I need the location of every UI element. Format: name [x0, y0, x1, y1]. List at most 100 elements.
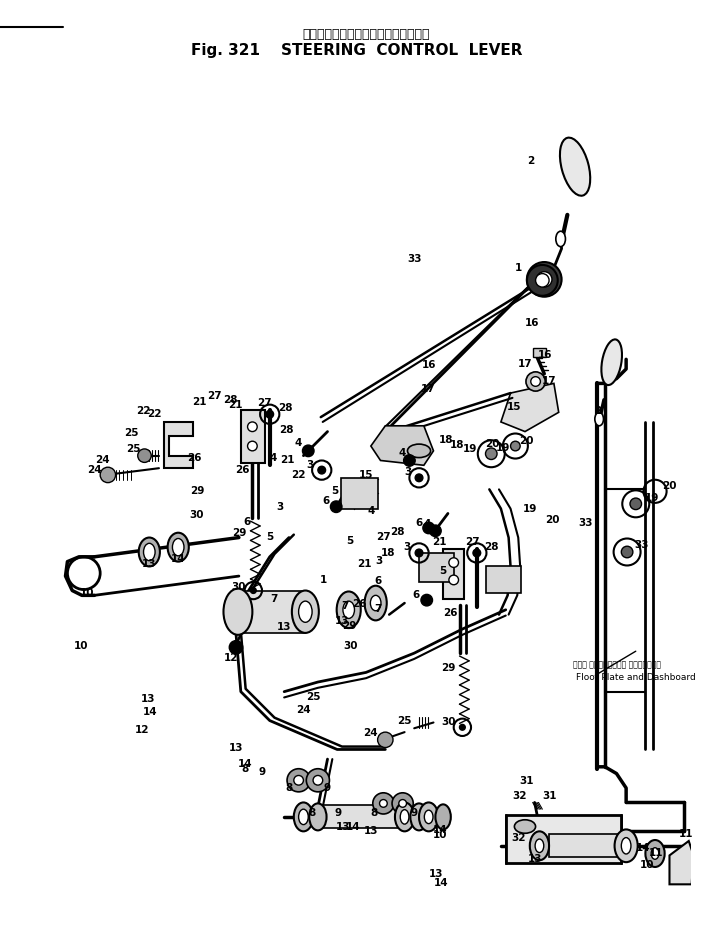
- Text: 4: 4: [367, 506, 374, 517]
- Bar: [238, 590, 305, 633]
- Text: 27: 27: [206, 391, 222, 400]
- Text: 22: 22: [291, 470, 306, 480]
- Ellipse shape: [407, 444, 431, 458]
- Text: 31: 31: [519, 776, 533, 786]
- Text: 29: 29: [441, 662, 455, 673]
- Bar: [419, 553, 454, 582]
- Circle shape: [429, 525, 441, 536]
- Text: 13: 13: [528, 854, 542, 865]
- Ellipse shape: [435, 804, 451, 830]
- Ellipse shape: [556, 231, 566, 247]
- Circle shape: [287, 769, 310, 792]
- Text: Fig. 321    STEERING  CONTROL  LEVER: Fig. 321 STEERING CONTROL LEVER: [191, 43, 522, 58]
- Ellipse shape: [530, 832, 549, 860]
- Ellipse shape: [400, 810, 409, 824]
- Bar: [241, 411, 265, 464]
- Ellipse shape: [224, 588, 252, 635]
- Ellipse shape: [172, 538, 184, 556]
- Text: 29: 29: [342, 622, 356, 631]
- Text: 25: 25: [397, 715, 412, 726]
- Circle shape: [373, 793, 394, 814]
- Ellipse shape: [410, 803, 428, 831]
- Text: 20: 20: [518, 436, 533, 447]
- Ellipse shape: [614, 830, 637, 862]
- Text: 19: 19: [495, 443, 510, 453]
- Text: 28: 28: [223, 395, 237, 405]
- Circle shape: [460, 725, 465, 730]
- Circle shape: [303, 445, 314, 457]
- Text: 9: 9: [411, 808, 418, 818]
- Ellipse shape: [371, 595, 381, 611]
- Circle shape: [423, 522, 435, 534]
- Ellipse shape: [419, 802, 438, 832]
- Ellipse shape: [294, 802, 313, 832]
- Text: 13: 13: [335, 617, 349, 626]
- Circle shape: [526, 372, 545, 391]
- Bar: [318, 805, 404, 829]
- Text: 21: 21: [228, 399, 242, 410]
- Ellipse shape: [535, 839, 543, 852]
- Text: 5: 5: [331, 486, 339, 497]
- Text: 18: 18: [439, 435, 453, 446]
- Text: 17: 17: [518, 359, 532, 369]
- Ellipse shape: [168, 533, 189, 562]
- Circle shape: [378, 732, 393, 747]
- Text: 26: 26: [352, 599, 366, 609]
- Text: 30: 30: [189, 510, 204, 520]
- Circle shape: [306, 769, 329, 792]
- Ellipse shape: [395, 802, 414, 832]
- Text: 4: 4: [398, 447, 405, 458]
- Text: 16: 16: [524, 318, 539, 327]
- Ellipse shape: [298, 809, 308, 825]
- Text: 14: 14: [434, 878, 449, 888]
- Text: 13: 13: [142, 558, 156, 569]
- Circle shape: [630, 498, 642, 510]
- Text: 11: 11: [649, 848, 663, 858]
- Circle shape: [536, 272, 552, 287]
- Circle shape: [294, 776, 303, 785]
- Circle shape: [473, 549, 480, 557]
- Text: 28: 28: [390, 527, 404, 537]
- Text: 26: 26: [188, 453, 202, 464]
- Circle shape: [247, 441, 257, 451]
- Text: 7: 7: [374, 604, 381, 614]
- Text: 13: 13: [336, 821, 351, 832]
- Bar: [533, 348, 546, 358]
- Circle shape: [485, 448, 497, 460]
- Circle shape: [138, 449, 151, 463]
- Text: ステアリング　コントロール　レバー: ステアリング コントロール レバー: [303, 28, 429, 42]
- Text: 13: 13: [141, 694, 156, 704]
- Text: 26: 26: [444, 607, 458, 618]
- Ellipse shape: [143, 543, 155, 561]
- Ellipse shape: [560, 137, 590, 196]
- Ellipse shape: [622, 837, 631, 854]
- Text: Floor Plate and Dashboard: Floor Plate and Dashboard: [576, 673, 695, 682]
- Text: 30: 30: [442, 717, 456, 727]
- Text: 27: 27: [257, 397, 272, 408]
- Circle shape: [331, 501, 342, 513]
- Text: 13: 13: [364, 827, 378, 836]
- Text: 3: 3: [276, 501, 283, 512]
- Circle shape: [527, 265, 558, 296]
- Bar: [341, 478, 378, 509]
- Text: 8: 8: [370, 808, 377, 818]
- Bar: [443, 549, 465, 599]
- Circle shape: [622, 546, 633, 558]
- Text: 15: 15: [507, 402, 522, 412]
- Text: 20: 20: [485, 439, 500, 448]
- Text: 17: 17: [421, 384, 435, 394]
- Circle shape: [449, 558, 459, 568]
- Text: 8: 8: [242, 764, 249, 774]
- Text: 19: 19: [523, 504, 538, 515]
- Circle shape: [318, 466, 326, 474]
- Text: 14: 14: [171, 553, 186, 564]
- Text: フロア プレート　および ダッシュボード: フロア プレート および ダッシュボード: [573, 660, 661, 669]
- Text: 26: 26: [235, 465, 250, 475]
- Ellipse shape: [424, 810, 433, 824]
- Text: 4: 4: [295, 438, 303, 448]
- Circle shape: [527, 262, 561, 297]
- Text: 25: 25: [125, 444, 141, 454]
- Text: 6: 6: [412, 590, 419, 601]
- Text: 30: 30: [232, 582, 246, 591]
- Text: 6: 6: [415, 518, 422, 528]
